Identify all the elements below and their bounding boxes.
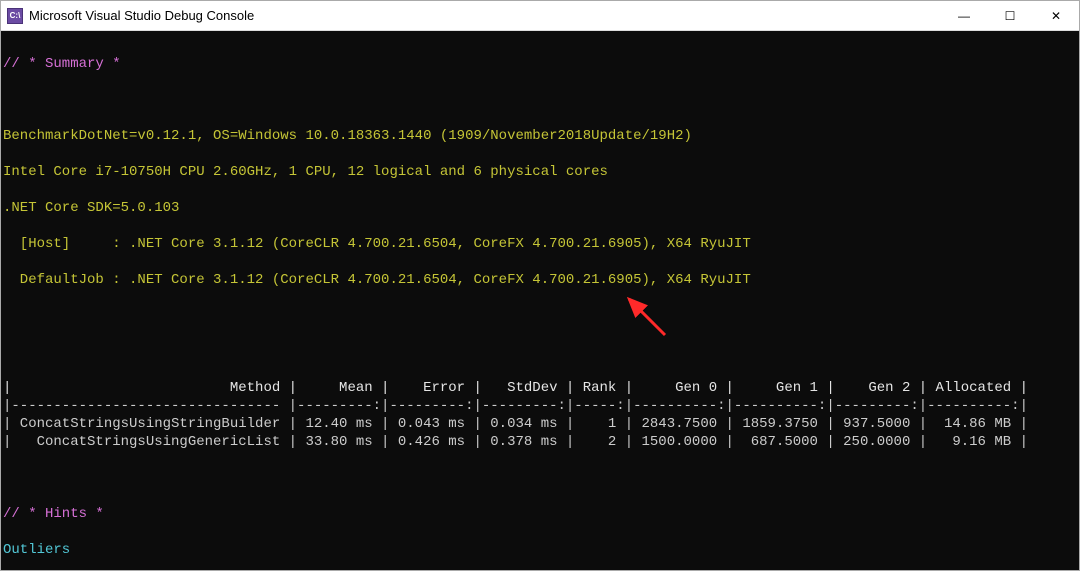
window-title: Microsoft Visual Studio Debug Console xyxy=(29,8,941,23)
env-line: DefaultJob : .NET Core 3.1.12 (CoreCLR 4… xyxy=(3,271,1077,289)
minimize-button[interactable]: — xyxy=(941,1,987,30)
titlebar[interactable]: C:\ Microsoft Visual Studio Debug Consol… xyxy=(1,1,1079,31)
window-controls: — ☐ ✕ xyxy=(941,1,1079,30)
app-window: C:\ Microsoft Visual Studio Debug Consol… xyxy=(0,0,1080,571)
maximize-button[interactable]: ☐ xyxy=(987,1,1033,30)
env-line: BenchmarkDotNet=v0.12.1, OS=Windows 10.0… xyxy=(3,127,1077,145)
summary-header: // * Summary * xyxy=(3,56,121,72)
env-line: Intel Core i7-10750H CPU 2.60GHz, 1 CPU,… xyxy=(3,163,1077,181)
env-line: [Host] : .NET Core 3.1.12 (CoreCLR 4.700… xyxy=(3,235,1077,253)
env-line: .NET Core SDK=5.0.103 xyxy=(3,199,1077,217)
outliers-label: Outliers xyxy=(3,541,1077,559)
benchmark-table: | Method | Mean | Error | StdDev | Rank … xyxy=(3,379,1077,451)
close-button[interactable]: ✕ xyxy=(1033,1,1079,30)
console-output: // * Summary * BenchmarkDotNet=v0.12.1, … xyxy=(1,31,1079,570)
app-icon: C:\ xyxy=(7,8,23,24)
hints-header: // * Hints * xyxy=(3,506,104,522)
